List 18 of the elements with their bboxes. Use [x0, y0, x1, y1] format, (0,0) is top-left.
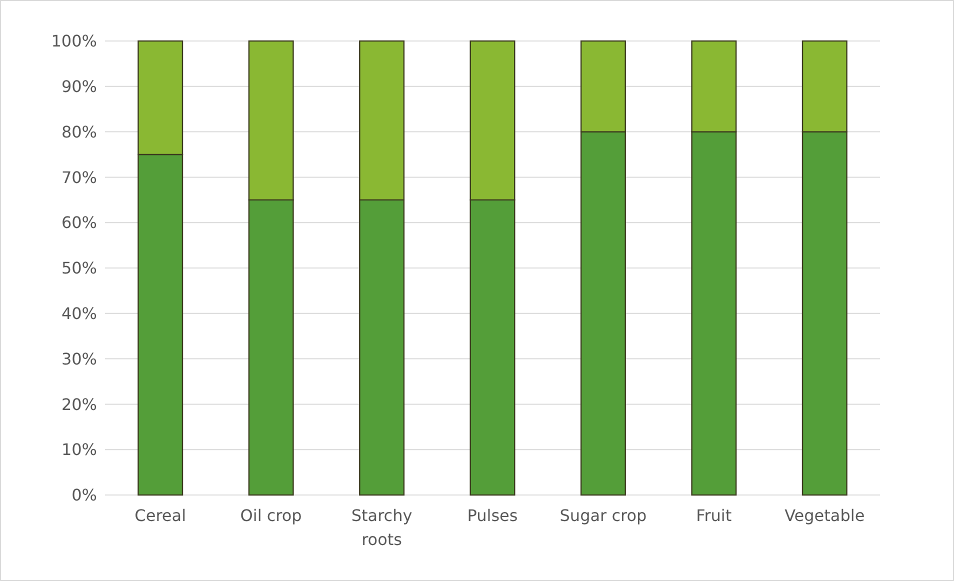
y-tick-label: 60%: [61, 213, 97, 232]
y-tick-label: 10%: [61, 440, 97, 460]
x-tick-label: Sugar crop: [560, 506, 647, 525]
y-tick-label: 0%: [72, 486, 97, 505]
x-tick-label: Fruit: [696, 506, 732, 525]
x-tick-label: Vegetable: [784, 506, 865, 525]
y-tick-label: 70%: [61, 168, 97, 187]
x-tick-label: Cereal: [134, 506, 186, 525]
y-tick-label: 20%: [61, 394, 97, 414]
y-tick-label: 40%: [61, 304, 97, 323]
y-tick-label: 100%: [51, 32, 97, 51]
x-tick-label: Pulses: [467, 506, 518, 525]
y-tick-label: 50%: [61, 258, 97, 278]
y-tick-label: 90%: [61, 77, 97, 96]
y-tick-label: 30%: [61, 349, 97, 368]
x-tick-label: Starchy roots: [351, 506, 412, 549]
y-tick-label: 80%: [61, 122, 97, 142]
x-tick-label: Oil crop: [240, 506, 302, 525]
